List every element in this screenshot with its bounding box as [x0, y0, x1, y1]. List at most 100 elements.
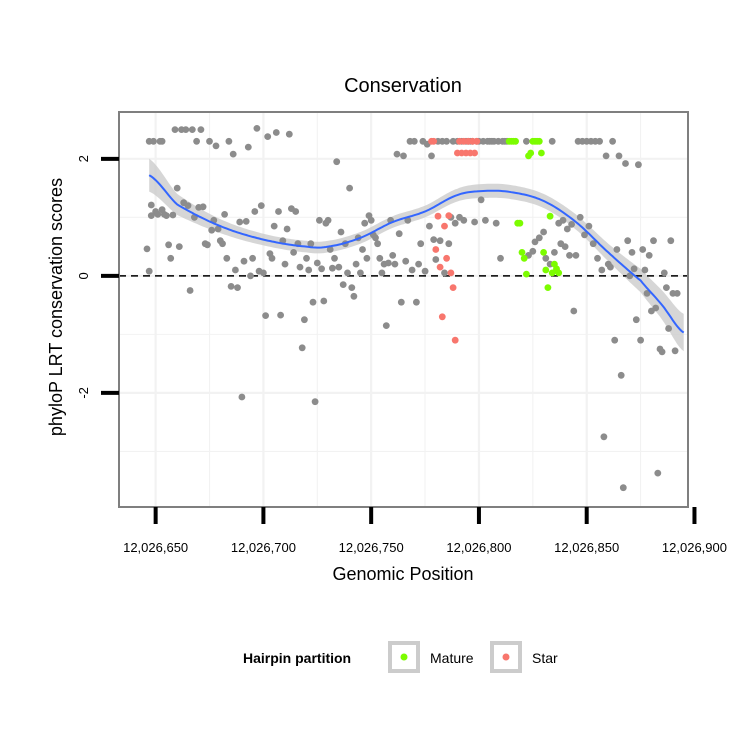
point-other: [529, 247, 537, 255]
point-other: [154, 211, 162, 218]
point-other: [257, 202, 265, 210]
legend-label-mature: Mature: [430, 650, 474, 666]
point-mature: [542, 266, 550, 274]
smooth-line-layer: [148, 174, 685, 334]
point-other: [346, 184, 353, 192]
point-other: [671, 347, 679, 355]
point-other: [561, 243, 569, 251]
point-other: [630, 265, 638, 273]
point-mature: [546, 212, 554, 220]
point-other: [589, 240, 597, 248]
point-other: [665, 325, 672, 332]
point-other: [199, 203, 207, 211]
point-other: [204, 241, 211, 249]
point-other: [272, 129, 280, 136]
point-other: [264, 133, 272, 141]
point-other: [572, 252, 580, 259]
point-other: [460, 216, 468, 224]
point-other: [145, 267, 153, 275]
point-other: [372, 234, 379, 242]
x-tick-label: 12,026,750: [339, 540, 404, 555]
point-other: [417, 240, 425, 248]
point-other: [236, 218, 244, 226]
point-other: [253, 124, 261, 132]
point-other: [277, 311, 284, 319]
smooth-confidence-ribbon: [149, 158, 684, 352]
point-other: [175, 243, 183, 251]
point-star: [471, 149, 478, 157]
point-other: [171, 126, 179, 133]
point-other: [559, 216, 567, 224]
point-other: [223, 254, 231, 262]
point-other: [397, 298, 405, 306]
point-other: [378, 269, 386, 277]
point-other: [443, 137, 450, 145]
point-other: [333, 158, 341, 166]
legend-title: Hairpin partition: [243, 650, 351, 666]
point-other: [570, 307, 578, 315]
point-other: [320, 297, 328, 305]
point-other: [581, 231, 588, 239]
point-star: [438, 313, 446, 321]
x-axis: 12,026,650 12,026,700 12,026,750 12,026,800…: [123, 507, 727, 555]
point-mature: [548, 269, 556, 277]
point-other: [290, 249, 297, 256]
x-tick-label: 12,026,900: [662, 540, 727, 555]
point-other: [285, 130, 293, 138]
point-mature: [555, 269, 563, 277]
point-other: [307, 240, 315, 248]
point-other: [652, 304, 660, 312]
point-other: [451, 219, 459, 227]
legend-swatch-mature: [400, 653, 408, 661]
point-other: [436, 237, 444, 245]
point-other: [585, 222, 593, 230]
point-other: [335, 263, 343, 271]
point-other: [147, 201, 155, 209]
point-other: [357, 269, 364, 277]
smooth-ribbon-layer: [149, 158, 684, 352]
point-other: [212, 142, 220, 150]
point-other: [523, 137, 530, 145]
point-other: [551, 249, 558, 256]
point-other: [482, 216, 489, 224]
x-tick-label: 12,026,850: [554, 540, 619, 555]
point-mature: [538, 149, 545, 157]
point-other: [268, 254, 276, 262]
point-other: [400, 152, 407, 160]
point-other: [313, 259, 321, 267]
point-other: [660, 269, 668, 277]
point-other: [391, 260, 399, 268]
point-other: [229, 150, 237, 158]
point-other: [477, 196, 485, 204]
point-other: [232, 266, 239, 274]
plot-panel: [118, 111, 689, 508]
point-other: [301, 316, 308, 324]
point-other: [602, 152, 610, 160]
point-star: [430, 137, 438, 145]
point-other: [617, 371, 625, 379]
point-other: [566, 252, 573, 259]
point-mature: [544, 284, 552, 291]
point-other: [441, 269, 448, 277]
point-other: [367, 216, 375, 224]
point-other: [393, 150, 401, 158]
point-star: [432, 246, 440, 253]
point-other: [576, 213, 584, 221]
point-other: [395, 230, 403, 238]
legend: Hairpin partition Mature Star: [243, 641, 558, 673]
points-layer: [143, 124, 681, 492]
point-other: [650, 237, 657, 245]
point-other: [615, 152, 623, 160]
point-other: [609, 137, 616, 145]
point-other: [188, 126, 196, 133]
y-axis: -2 0 2: [76, 155, 119, 399]
point-mature: [527, 149, 535, 157]
point-star: [434, 212, 442, 220]
point-other: [260, 269, 267, 277]
point-mature: [523, 270, 530, 278]
point-star: [443, 254, 450, 262]
point-other: [251, 208, 259, 215]
x-tick-label: 12,026,650: [123, 540, 188, 555]
point-other: [535, 234, 543, 242]
